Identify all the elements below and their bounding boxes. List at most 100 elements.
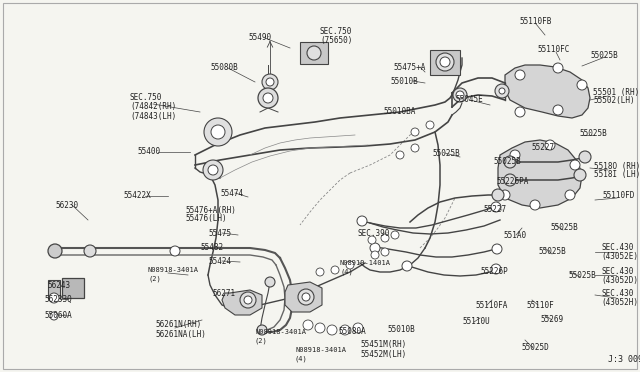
Text: 55110FB: 55110FB — [519, 17, 552, 26]
Text: 55475+A: 55475+A — [393, 62, 426, 71]
Text: (43052H): (43052H) — [601, 298, 638, 308]
Circle shape — [316, 268, 324, 276]
Polygon shape — [498, 140, 582, 208]
Text: SEC.750: SEC.750 — [130, 93, 163, 103]
Circle shape — [208, 165, 218, 175]
Bar — [300, 42, 328, 64]
Text: 56261NA(LH): 56261NA(LH) — [155, 330, 206, 339]
Text: 55424: 55424 — [208, 257, 231, 266]
Text: 551A0: 551A0 — [503, 231, 526, 240]
Text: SEC.430: SEC.430 — [601, 289, 634, 298]
Text: J:3 009: J:3 009 — [608, 356, 640, 365]
Circle shape — [49, 293, 59, 303]
Circle shape — [577, 80, 587, 90]
Text: 5518I (LH): 5518I (LH) — [594, 170, 640, 180]
Text: 55010B: 55010B — [390, 77, 418, 86]
Text: SEC.390: SEC.390 — [358, 230, 390, 238]
Text: (74843(LH): (74843(LH) — [130, 112, 176, 121]
Circle shape — [553, 63, 563, 73]
Circle shape — [84, 245, 96, 257]
Circle shape — [504, 156, 516, 168]
Text: 56261N(RH): 56261N(RH) — [155, 321, 201, 330]
Text: 55269: 55269 — [540, 315, 563, 324]
Circle shape — [265, 277, 275, 287]
Circle shape — [411, 144, 419, 152]
Polygon shape — [285, 282, 322, 312]
Text: (43052D): (43052D) — [601, 276, 638, 285]
Polygon shape — [505, 65, 590, 118]
Text: 55226P: 55226P — [480, 267, 508, 276]
Text: 55025B: 55025B — [432, 148, 460, 157]
Circle shape — [211, 125, 225, 139]
Text: 55025B: 55025B — [590, 51, 618, 60]
Text: 55110FC: 55110FC — [537, 45, 570, 55]
Text: 55422X: 55422X — [123, 192, 151, 201]
Circle shape — [50, 312, 58, 320]
Circle shape — [510, 150, 520, 160]
Text: (74842(RH): (74842(RH) — [130, 103, 176, 112]
Text: 55110U: 55110U — [462, 317, 490, 327]
Text: 55060A: 55060A — [44, 311, 72, 320]
Circle shape — [370, 243, 380, 253]
Text: 56230: 56230 — [55, 201, 78, 209]
Text: 55451M(RH): 55451M(RH) — [360, 340, 406, 350]
Text: (2): (2) — [148, 276, 161, 282]
Circle shape — [491, 264, 501, 274]
Text: 55227: 55227 — [483, 205, 506, 214]
Text: 55502(LH): 55502(LH) — [593, 96, 635, 106]
Circle shape — [426, 121, 434, 129]
Text: 55501 (RH): 55501 (RH) — [593, 87, 639, 96]
Circle shape — [402, 261, 412, 271]
Text: 55025D: 55025D — [521, 343, 548, 353]
Text: 55025B: 55025B — [568, 270, 596, 279]
Circle shape — [298, 289, 314, 305]
Circle shape — [456, 91, 464, 99]
Circle shape — [396, 151, 404, 159]
Text: 55010BA: 55010BA — [383, 106, 415, 115]
Text: (4): (4) — [295, 356, 308, 362]
Bar — [62, 278, 84, 298]
Text: 55025B: 55025B — [538, 247, 566, 257]
Circle shape — [170, 246, 180, 256]
Text: 55400: 55400 — [137, 148, 160, 157]
Circle shape — [515, 70, 525, 80]
Text: 55080B: 55080B — [210, 64, 237, 73]
Circle shape — [411, 128, 419, 136]
Circle shape — [440, 57, 450, 67]
Text: 55490: 55490 — [248, 33, 271, 42]
Circle shape — [391, 231, 399, 239]
Circle shape — [515, 107, 525, 117]
Circle shape — [327, 325, 337, 335]
Text: SEC.430: SEC.430 — [601, 266, 634, 276]
Text: SEC.430: SEC.430 — [601, 244, 634, 253]
Circle shape — [346, 261, 354, 269]
Circle shape — [331, 266, 339, 274]
Text: 55476(LH): 55476(LH) — [185, 215, 227, 224]
Circle shape — [495, 84, 509, 98]
Text: 55045E: 55045E — [455, 96, 483, 105]
Text: 55452M(LH): 55452M(LH) — [360, 350, 406, 359]
Text: (75650): (75650) — [320, 36, 353, 45]
Text: (43052E): (43052E) — [601, 253, 638, 262]
Text: 55110F: 55110F — [526, 301, 554, 310]
Circle shape — [244, 296, 252, 304]
Circle shape — [263, 93, 273, 103]
Text: 56271: 56271 — [212, 289, 235, 298]
Circle shape — [500, 190, 510, 200]
Bar — [430, 50, 460, 75]
Polygon shape — [222, 290, 262, 315]
Circle shape — [48, 244, 62, 258]
Text: 55227: 55227 — [531, 144, 554, 153]
Text: N08919-1401A: N08919-1401A — [340, 260, 391, 266]
Circle shape — [436, 53, 454, 71]
Text: 55474: 55474 — [220, 189, 243, 198]
Circle shape — [371, 251, 379, 259]
Text: 55110FA: 55110FA — [475, 301, 508, 310]
Text: 55010B: 55010B — [387, 326, 415, 334]
Circle shape — [357, 216, 367, 226]
Circle shape — [579, 151, 591, 163]
Text: 55025B: 55025B — [493, 157, 521, 166]
Circle shape — [565, 190, 575, 200]
Circle shape — [499, 88, 505, 94]
Text: (4): (4) — [340, 269, 353, 275]
